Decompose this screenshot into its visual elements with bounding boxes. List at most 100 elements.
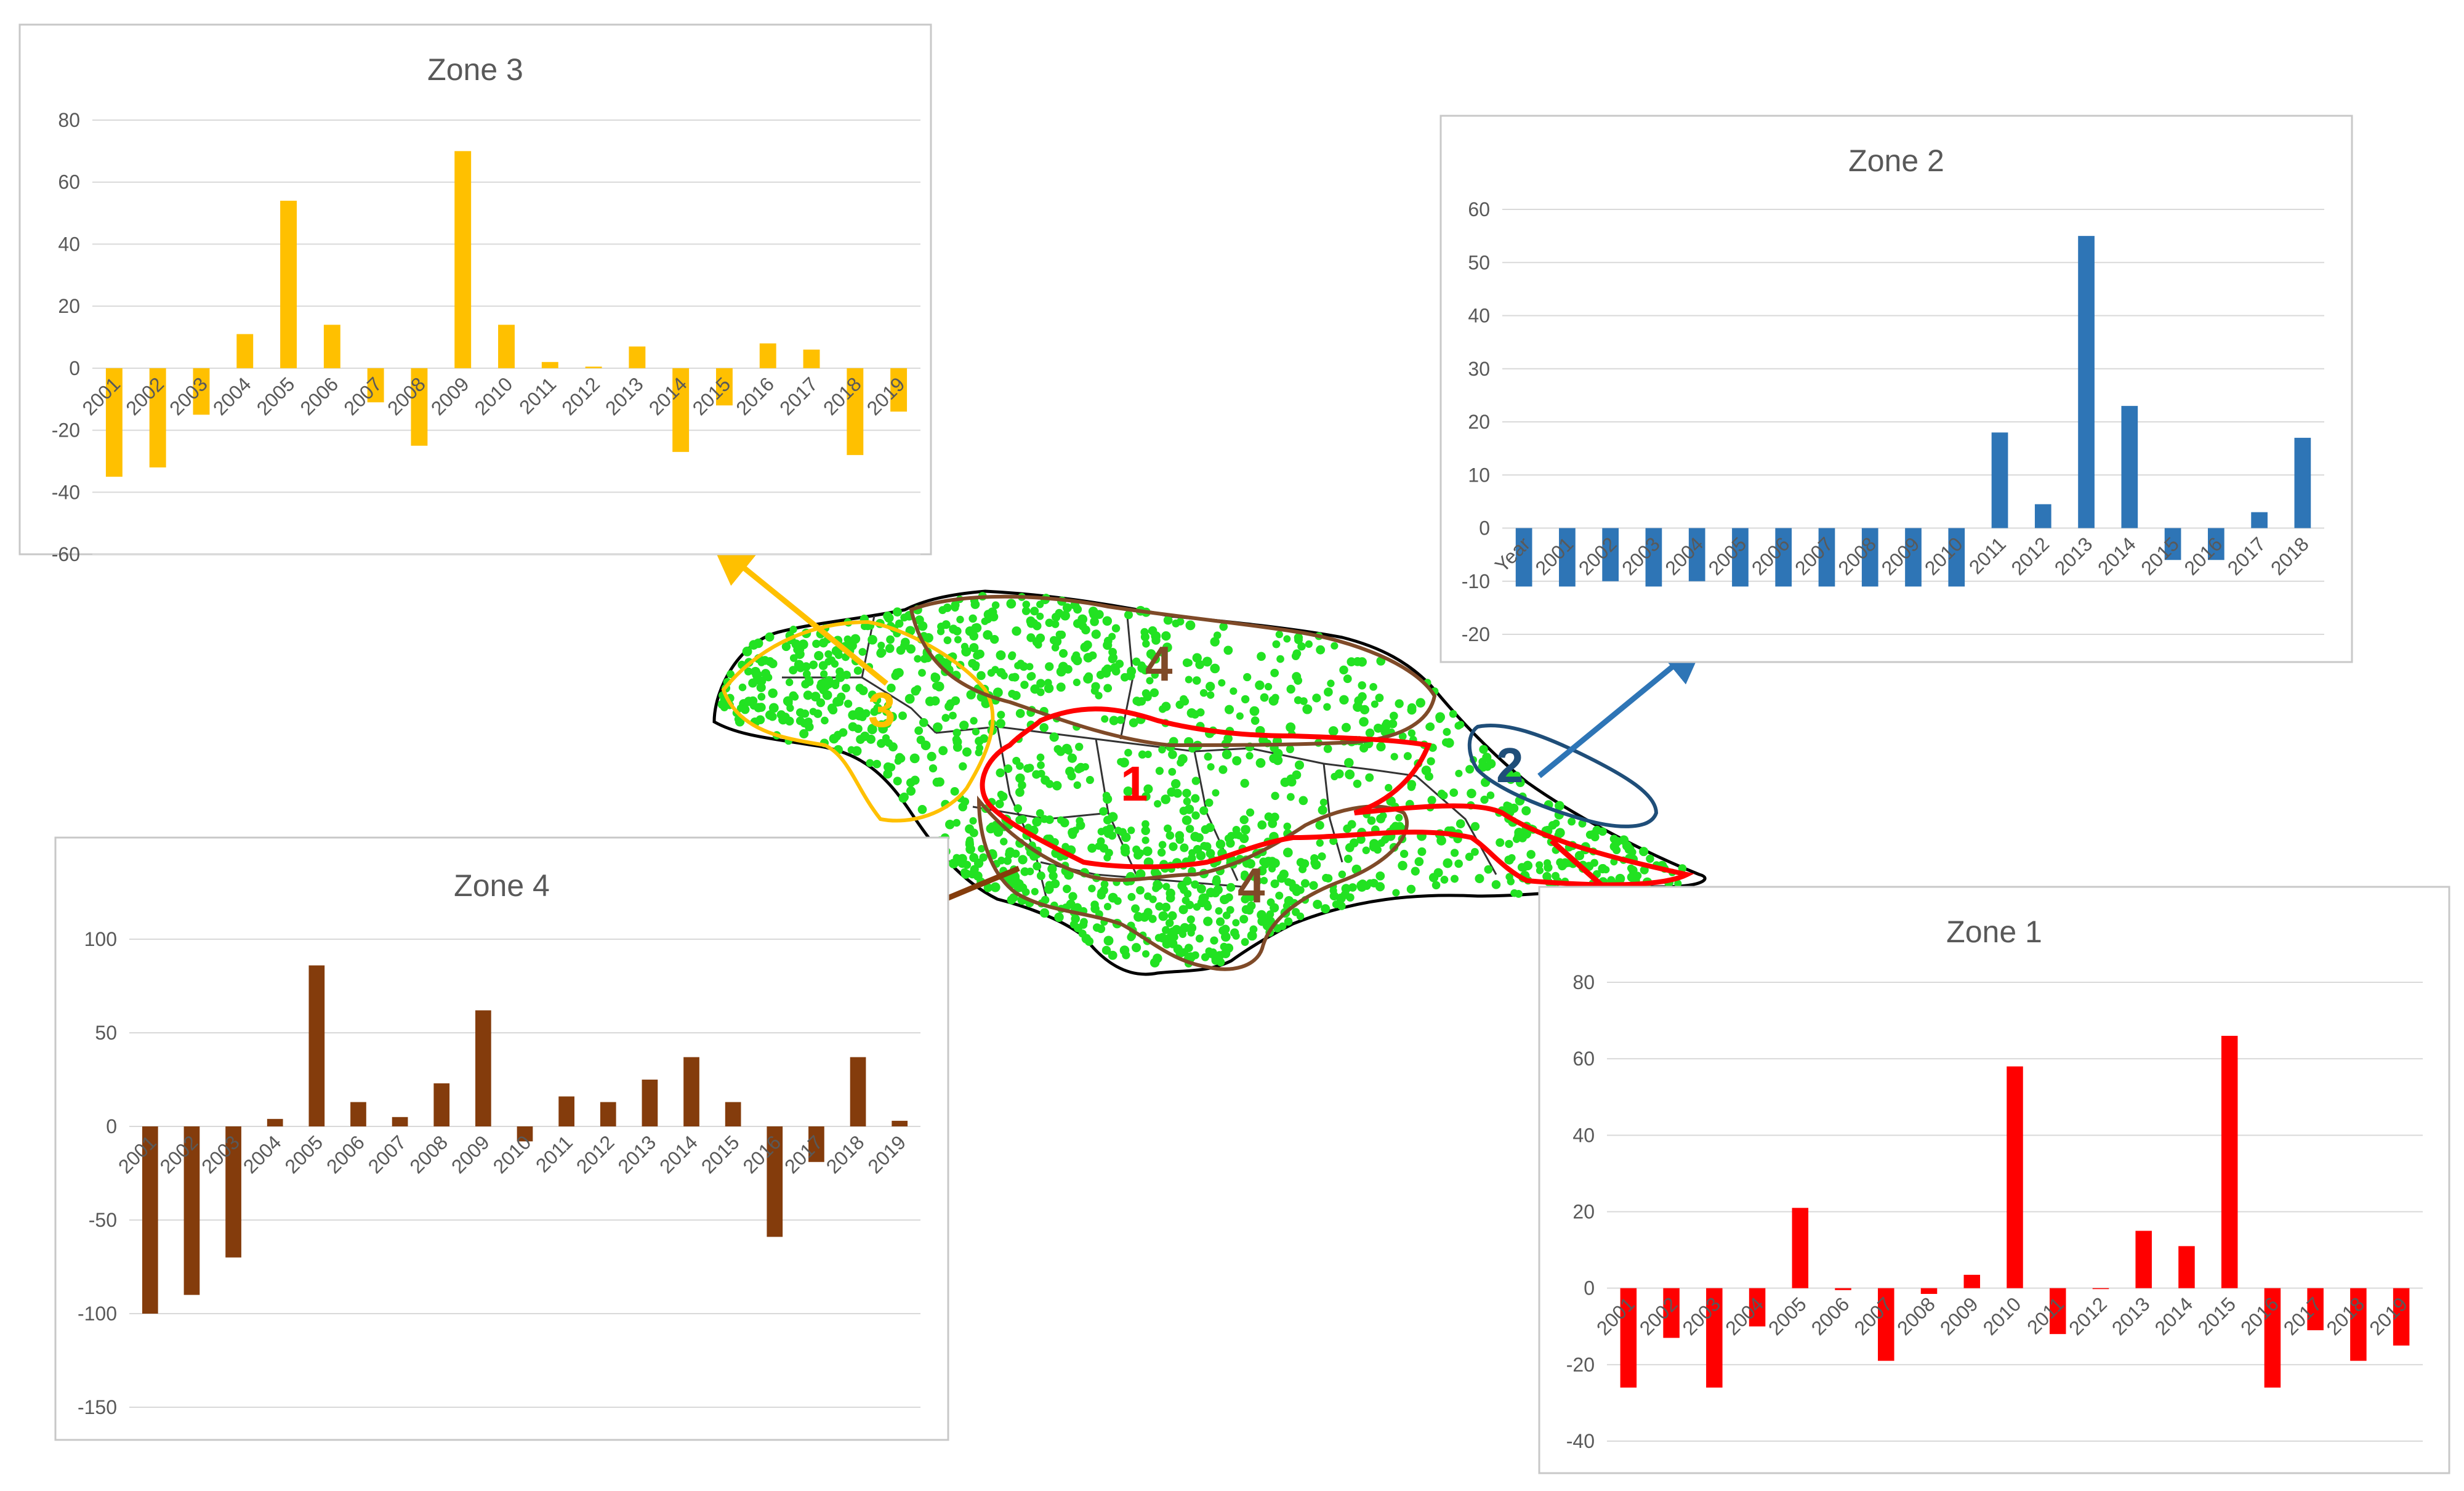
- station-point: [1122, 951, 1130, 960]
- y-tick-label: 40: [1468, 305, 1490, 327]
- station-point: [957, 858, 967, 868]
- station-point: [1246, 752, 1254, 760]
- station-point: [860, 622, 869, 631]
- station-point: [1298, 796, 1308, 806]
- station-point: [978, 845, 986, 853]
- station-point: [1202, 657, 1212, 667]
- y-tick-label: -60: [52, 543, 80, 565]
- station-point: [1555, 801, 1564, 811]
- station-point: [1398, 860, 1407, 871]
- bar-2016: [767, 1126, 783, 1237]
- station-point: [1195, 934, 1204, 943]
- station-point: [970, 600, 980, 609]
- station-point: [727, 670, 735, 679]
- station-point: [1439, 791, 1448, 800]
- station-point: [877, 641, 885, 650]
- bar-2009: [475, 1010, 491, 1126]
- station-point: [950, 786, 959, 796]
- station-point: [1049, 732, 1059, 742]
- station-point: [1026, 616, 1036, 626]
- station-point: [976, 671, 986, 681]
- station-point: [1137, 663, 1147, 673]
- y-tick-label: 0: [106, 1115, 117, 1137]
- station-point: [958, 802, 967, 812]
- station-point: [975, 649, 984, 659]
- station-point: [1260, 693, 1269, 702]
- station-point: [1162, 883, 1170, 891]
- station-point: [1578, 819, 1587, 828]
- station-point: [1182, 658, 1191, 668]
- zone3-outline: [721, 620, 995, 823]
- station-point: [757, 693, 766, 701]
- station-point: [1022, 600, 1031, 608]
- station-point: [1018, 855, 1028, 865]
- station-point: [996, 650, 1006, 660]
- station-point: [1076, 820, 1085, 830]
- station-point: [1151, 671, 1159, 679]
- station-point: [1374, 846, 1382, 854]
- station-point: [1411, 867, 1420, 876]
- station-point: [1282, 847, 1293, 858]
- bar-2014: [2121, 406, 2138, 528]
- station-point: [876, 649, 886, 658]
- station-point: [1069, 920, 1079, 929]
- station-point: [1102, 616, 1113, 626]
- station-point: [803, 690, 813, 700]
- station-point: [749, 640, 759, 650]
- station-point: [1247, 931, 1257, 941]
- station-point: [1153, 953, 1162, 963]
- station-point: [1324, 687, 1333, 697]
- bar-2002: [1663, 1288, 1680, 1338]
- bar-2004: [1688, 528, 1705, 581]
- y-tick-label: -20: [52, 419, 80, 442]
- station-point: [1241, 825, 1250, 834]
- station-point: [1062, 603, 1072, 613]
- station-point: [1003, 857, 1012, 865]
- station-point: [1018, 781, 1026, 790]
- station-point: [1329, 837, 1338, 846]
- y-tick-label: -40: [1566, 1430, 1595, 1452]
- station-point: [1247, 901, 1256, 910]
- bar-Year: [1515, 528, 1532, 587]
- station-point: [1226, 883, 1236, 892]
- station-point: [1168, 767, 1177, 776]
- station-point: [1504, 802, 1513, 812]
- y-tick-label: 30: [1468, 358, 1490, 380]
- station-point: [917, 805, 927, 814]
- bar-2002: [183, 1126, 200, 1295]
- y-tick-label: 0: [1479, 517, 1490, 539]
- station-point: [1152, 884, 1160, 892]
- station-point: [1158, 911, 1169, 921]
- station-point: [1044, 683, 1054, 693]
- station-point: [1349, 838, 1359, 847]
- y-tick-label: 60: [1572, 1048, 1595, 1070]
- station-point: [1180, 695, 1188, 703]
- station-point: [1505, 873, 1513, 881]
- bar-2003: [1645, 528, 1662, 587]
- station-point: [1199, 689, 1208, 697]
- bar-2014: [672, 368, 690, 452]
- station-point: [910, 775, 920, 785]
- station-point: [847, 746, 855, 754]
- station-point: [1294, 676, 1303, 685]
- station-point: [1121, 832, 1131, 842]
- station-point: [1568, 817, 1576, 826]
- station-point: [1343, 674, 1352, 684]
- station-point: [1166, 831, 1175, 840]
- station-point: [1009, 893, 1018, 902]
- station-point: [1515, 778, 1525, 788]
- station-point: [1144, 750, 1152, 758]
- y-tick-label: 80: [58, 109, 80, 131]
- station-point: [834, 650, 843, 660]
- station-point: [1149, 688, 1159, 697]
- station-point: [785, 678, 794, 687]
- station-point: [1376, 741, 1386, 752]
- station-point: [1607, 876, 1616, 884]
- station-point: [918, 669, 926, 677]
- station-point: [1395, 699, 1404, 708]
- station-point: [1536, 861, 1544, 869]
- station-point: [1204, 902, 1212, 911]
- station-point: [1454, 859, 1463, 868]
- station-point: [868, 690, 877, 700]
- station-point: [1407, 782, 1415, 791]
